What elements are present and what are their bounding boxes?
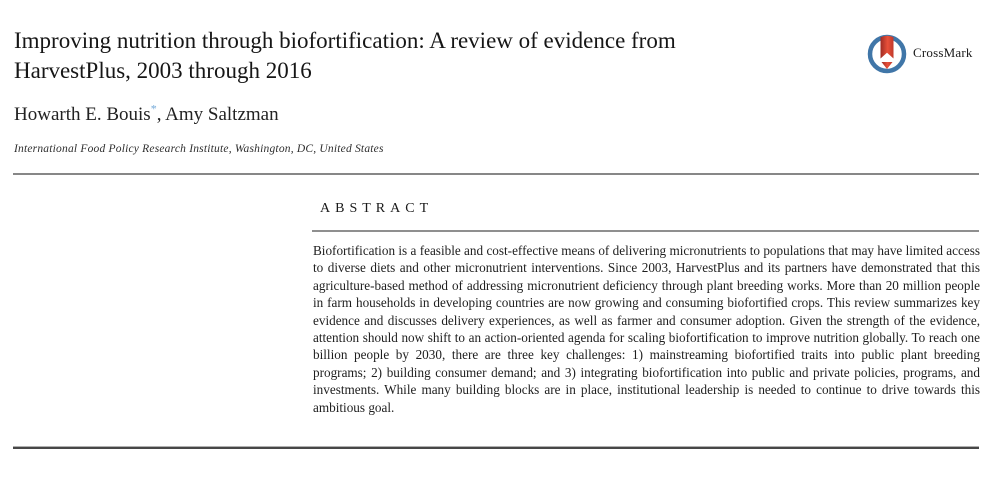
author-line: Howarth E. Bouis*, Amy Saltzman: [14, 101, 279, 126]
abstract-text: Biofortification is a feasible and cost-…: [313, 243, 980, 415]
paper-title-line-2: HarvestPlus, 2003 through 2016: [14, 58, 312, 83]
crossmark-icon: [866, 31, 908, 75]
crossmark-ribbon: [880, 35, 894, 59]
header-divider-rule: [13, 173, 979, 175]
corresponding-author-asterisk[interactable]: *: [150, 101, 157, 116]
paper-title: Improving nutrition through biofortifica…: [14, 26, 854, 86]
abstract-heading: ABSTRACT: [320, 201, 434, 216]
author-name-2: , Amy Saltzman: [156, 104, 279, 125]
abstract-divider-rule: [312, 230, 979, 232]
crossmark-arrow: [881, 62, 893, 69]
paper-title-line-1: Improving nutrition through biofortifica…: [14, 28, 676, 53]
footer-divider-rule: [13, 446, 979, 449]
author-name-1: Howarth E. Bouis: [14, 104, 151, 125]
crossmark-badge[interactable]: CrossMark: [866, 31, 973, 75]
affiliation: International Food Policy Research Insti…: [14, 143, 384, 155]
crossmark-label: CrossMark: [913, 45, 973, 60]
